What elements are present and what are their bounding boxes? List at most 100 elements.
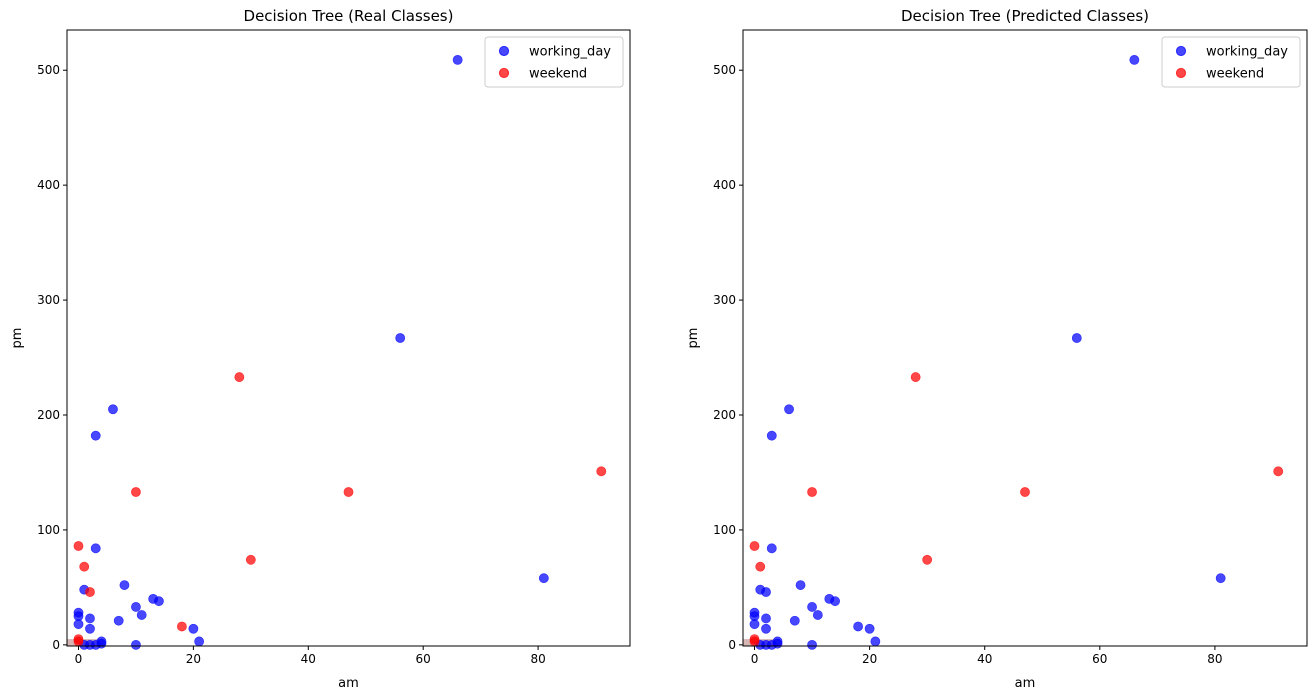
y-tick-label: 500 [37,63,60,77]
point-working_day-26 [772,638,783,649]
point-weekend-2 [131,487,141,497]
x-tick-label: 20 [186,652,201,666]
right-chart-panel: Decision Tree (Predicted Classes) 0 20 40 60… [686,7,1308,691]
x-tick-label: 60 [1092,652,1107,666]
point-working_day-4 [90,543,101,554]
x-tick-label: 0 [75,652,83,666]
y-tick-label: 0 [52,638,60,652]
y-tick-label: 0 [728,638,736,652]
legend-box [1161,36,1301,88]
plot-frame [66,29,631,647]
point-working_day-21 [131,639,141,650]
point-working_day-10 [830,596,840,607]
point-working_day-1 [395,333,406,343]
point-working_day-11 [807,602,817,612]
point-working_day-9 [154,596,164,607]
point-weekend-8 [749,636,760,647]
point-working_day-12 [136,610,147,620]
point-working_day-1 [1071,333,1082,343]
x-tick-label: 60 [416,652,431,666]
point-working_day-15 [761,613,771,624]
y-tick-label: 300 [37,293,60,307]
point-weekend-0 [234,372,245,382]
x-tick-label: 0 [751,652,759,666]
point-working_day-5 [538,573,549,584]
point-working_day-21 [870,636,881,647]
legend-marker-working_day [498,45,510,57]
point-working_day-2 [108,404,118,415]
y-tick-label: 500 [713,63,736,77]
point-working_day-13 [812,610,823,620]
point-working_day-19 [761,623,771,634]
point-working_day-20 [864,623,875,634]
x-tick-label: 40 [977,652,992,666]
y-tick-label: 300 [713,293,736,307]
point-weekend-1 [1273,466,1284,477]
chart-title: Decision Tree (Real Classes) [244,7,454,25]
y-tick-label: 200 [713,408,736,422]
point-working_day-17 [85,623,95,634]
point-weekend-1 [596,466,607,477]
chart-title: Decision Tree (Predicted Classes) [901,7,1149,25]
point-working_day-5 [1215,573,1226,584]
legend-label-working_day: working_day [529,45,611,60]
point-weekend-3 [343,487,354,497]
point-weekend-0 [910,372,921,382]
point-working_day-4 [766,543,777,554]
point-weekend-4 [73,541,84,551]
left-chart-panel: Decision Tree (Real Classes) 0 20 40 60 80 0 10… [10,7,631,691]
point-weekend-3 [1020,487,1030,497]
point-working_day-15 [113,615,124,626]
y-tick-label: 200 [37,408,60,422]
point-working_day-10 [131,602,141,612]
point-working_day-6 [119,580,130,590]
y-axis-label: pm [10,328,25,349]
point-working_day-18 [853,621,864,632]
point-working_day-0 [1129,54,1140,65]
point-working_day-14 [85,613,95,624]
point-working_day-3 [90,430,101,441]
point-weekend-10 [73,636,84,647]
y-tick-label: 400 [37,178,60,192]
point-working_day-18 [188,623,199,634]
y-tick-label: 100 [713,523,736,537]
legend-marker-weekend [498,67,510,79]
point-weekend-2 [807,487,817,497]
y-tick-label: 100 [37,523,60,537]
legend-marker-weekend [1175,67,1187,79]
point-weekend-7 [85,587,95,597]
point-working_day-0 [452,54,463,65]
legend-marker-working_day [1175,45,1187,57]
x-tick-label: 80 [530,652,545,666]
point-working_day-16 [73,619,84,630]
y-axis-label: pm [686,328,701,349]
point-working_day-6 [795,580,806,590]
x-axis-label: am [338,676,359,691]
point-working_day-16 [789,615,800,626]
point-working_day-24 [96,638,107,649]
legend-box [484,36,624,88]
x-axis-label: am [1015,676,1036,691]
x-tick-label: 80 [1207,652,1222,666]
point-working_day-19 [194,636,205,647]
point-working_day-2 [784,404,794,415]
point-weekend-8 [176,621,187,632]
point-working_day-3 [766,430,777,441]
point-working_day-8 [761,587,771,597]
legend-label-weekend: weekend [529,67,587,82]
point-weekend-5 [922,554,933,565]
legend-label-working_day: working_day [1206,45,1288,60]
point-working_day-17 [749,619,760,630]
y-tick-label: 400 [713,178,736,192]
point-weekend-6 [755,561,766,572]
x-tick-label: 40 [301,652,316,666]
legend-label-weekend: weekend [1206,67,1264,82]
point-weekend-5 [245,554,256,565]
plot-frame [742,29,1308,647]
point-weekend-4 [749,541,760,551]
point-working_day-23 [807,639,817,650]
x-tick-label: 20 [862,652,877,666]
point-weekend-6 [79,561,90,572]
